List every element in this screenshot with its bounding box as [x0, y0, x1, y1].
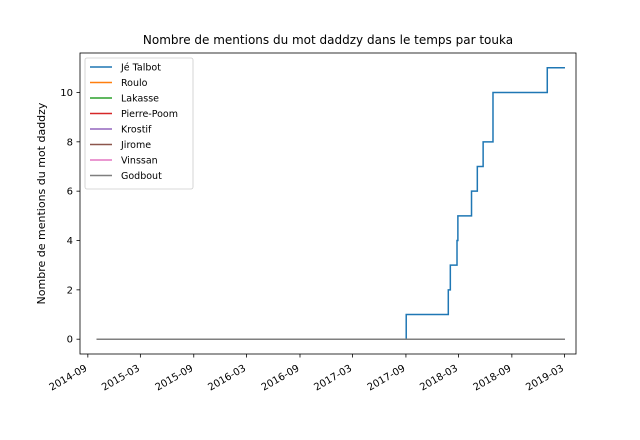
legend-label: Roulo [121, 78, 148, 89]
legend-item-je-talbot: Jé Talbot [90, 63, 161, 74]
legend-label: Krostif [121, 125, 152, 136]
legend-item-vinssan: Vinssan [90, 156, 158, 167]
legend-box [84, 57, 194, 190]
chart-title: Nombre de mentions du mot daddzy dans le… [143, 33, 513, 47]
series-layer [96, 67, 565, 340]
y-axis: 0 2 4 6 8 10 [60, 88, 80, 346]
legend-label: Vinssan [121, 156, 158, 167]
legend-item-jirome: Jirome [90, 140, 151, 151]
legend-item-roulo: Roulo [90, 78, 148, 89]
legend-label: Lakasse [121, 94, 159, 105]
legend-label: Jirome [120, 140, 151, 151]
legend-item-krostif: Krostif [90, 125, 152, 136]
y-tick-label: 8 [67, 137, 73, 148]
y-axis-title: Nombre de mentions du mot daddzy [35, 102, 48, 304]
legend-label: Pierre-Poom [121, 109, 178, 120]
y-tick-label: 4 [67, 236, 73, 247]
legend: Jé Talbot Roulo Lakasse Pierre-Poom Krostif J… [84, 57, 194, 190]
y-tick-label: 2 [67, 285, 73, 296]
legend-label: Godbout [121, 171, 162, 182]
y-tick-label: 10 [60, 88, 73, 99]
legend-item-lakasse: Lakasse [90, 94, 159, 105]
legend-item-godbout: Godbout [90, 171, 162, 182]
legend-label: Jé Talbot [120, 63, 161, 74]
y-tick-label: 6 [67, 187, 73, 198]
plot-frame [79, 52, 577, 355]
series-line-je-talbot [96, 67, 565, 340]
legend-item-pierre-poom: Pierre-Poom [90, 109, 178, 120]
y-tick-label: 0 [67, 335, 73, 346]
